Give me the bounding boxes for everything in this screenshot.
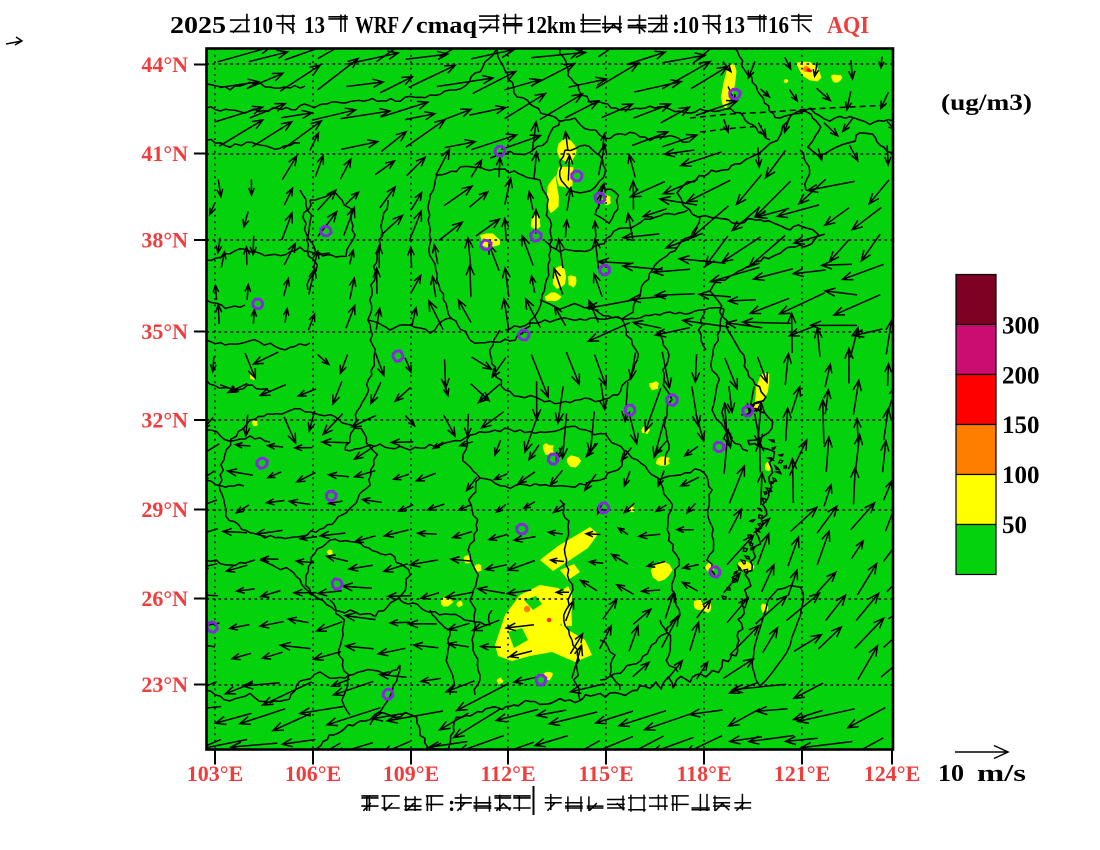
svg-text::: : — [448, 791, 455, 816]
svg-text:10: 10 — [252, 13, 273, 39]
svg-text:26°N: 26°N — [141, 586, 188, 611]
svg-text:m/s: m/s — [977, 761, 1026, 787]
svg-text:2025: 2025 — [170, 13, 226, 39]
svg-text:AQI: AQI — [827, 13, 869, 39]
svg-text:29°N: 29°N — [141, 497, 188, 522]
svg-text:WRF: WRF — [355, 13, 399, 39]
svg-text:35°N: 35°N — [141, 319, 188, 344]
svg-text:/: / — [400, 13, 413, 39]
svg-text:124°E: 124°E — [864, 761, 920, 786]
svg-text:200: 200 — [1002, 363, 1040, 390]
svg-text:(ug/m3): (ug/m3) — [941, 90, 1032, 115]
svg-text:115°E: 115°E — [578, 761, 633, 786]
svg-text:10: 10 — [938, 761, 964, 787]
svg-text:106°E: 106°E — [285, 761, 341, 786]
svg-text:118°E: 118°E — [676, 761, 731, 786]
svg-text:23°N: 23°N — [141, 672, 188, 697]
svg-text:41°N: 41°N — [141, 141, 188, 166]
svg-text::: : — [672, 13, 680, 39]
svg-text:12km: 12km — [526, 13, 576, 39]
svg-text:10: 10 — [678, 13, 699, 39]
svg-text:109°E: 109°E — [383, 761, 439, 786]
svg-text:50: 50 — [1002, 512, 1027, 539]
svg-text:121°E: 121°E — [774, 761, 830, 786]
svg-text:13: 13 — [304, 13, 325, 39]
svg-text:cmaq: cmaq — [416, 13, 478, 39]
svg-text:38°N: 38°N — [141, 228, 188, 253]
svg-text:100: 100 — [1002, 462, 1040, 489]
svg-text:150: 150 — [1002, 412, 1040, 439]
svg-text:44°N: 44°N — [141, 52, 188, 77]
svg-text:32°N: 32°N — [141, 408, 188, 433]
svg-text:13: 13 — [724, 13, 745, 39]
svg-text:16: 16 — [768, 13, 789, 39]
svg-text:300: 300 — [1002, 313, 1040, 340]
svg-text:112°E: 112°E — [480, 761, 535, 786]
svg-text:103°E: 103°E — [187, 761, 243, 786]
